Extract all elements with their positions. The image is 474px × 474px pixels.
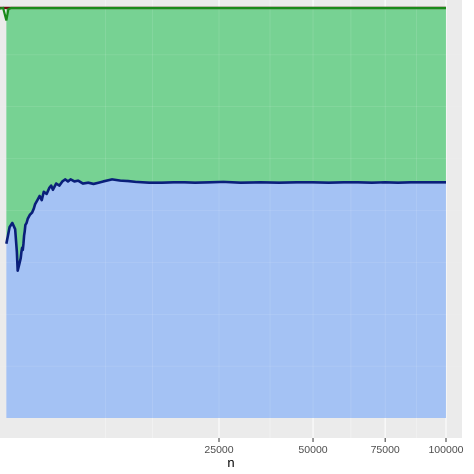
x-axis-tick-label: 50000 bbox=[298, 444, 327, 456]
x-axis-tick-label: 75000 bbox=[371, 444, 400, 456]
band-gridlines bbox=[0, 7, 462, 418]
x-axis-title: n bbox=[227, 455, 234, 470]
series-line bbox=[0, 6, 446, 21]
lower-area bbox=[6, 179, 446, 418]
x-axis-tick-labels: 25000 50000 75000 100000 bbox=[204, 444, 463, 456]
series-line bbox=[5, 178, 446, 272]
series-lines bbox=[0, 6, 446, 272]
x-axis-tick-label: 25000 bbox=[204, 444, 233, 456]
upper-area bbox=[6, 7, 446, 271]
lower-band bbox=[6, 179, 446, 418]
x-axis-tick-label: 100000 bbox=[428, 444, 463, 456]
x-axis-ticks bbox=[218, 438, 447, 442]
upper-band bbox=[6, 7, 446, 271]
